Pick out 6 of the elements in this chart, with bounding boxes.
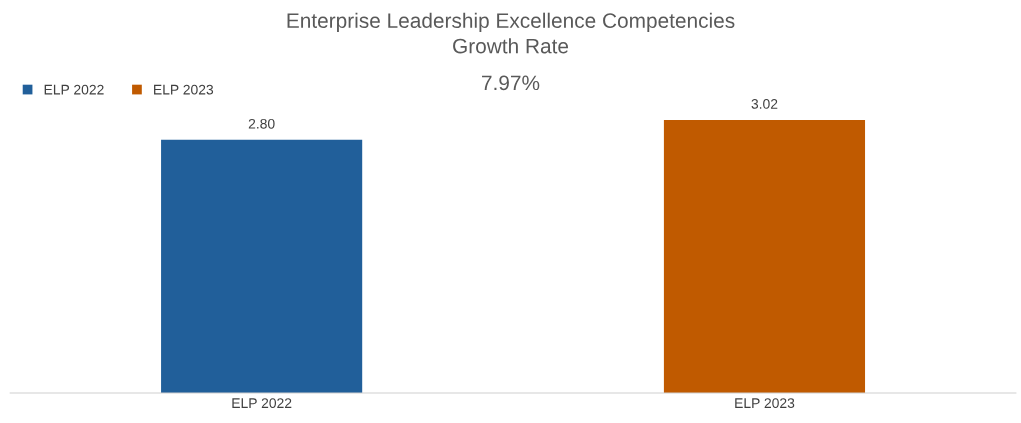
data-label: 3.02 [751,98,778,109]
data-label: 2.80 [248,118,275,129]
legend-label: ELP 2023 [154,84,214,95]
text: 7.97% [482,75,540,91]
legend-label: ELP 2022 [44,84,104,95]
chart-title: Enterprise Leadership Excellence Competencies Growth Rate [287,12,735,54]
